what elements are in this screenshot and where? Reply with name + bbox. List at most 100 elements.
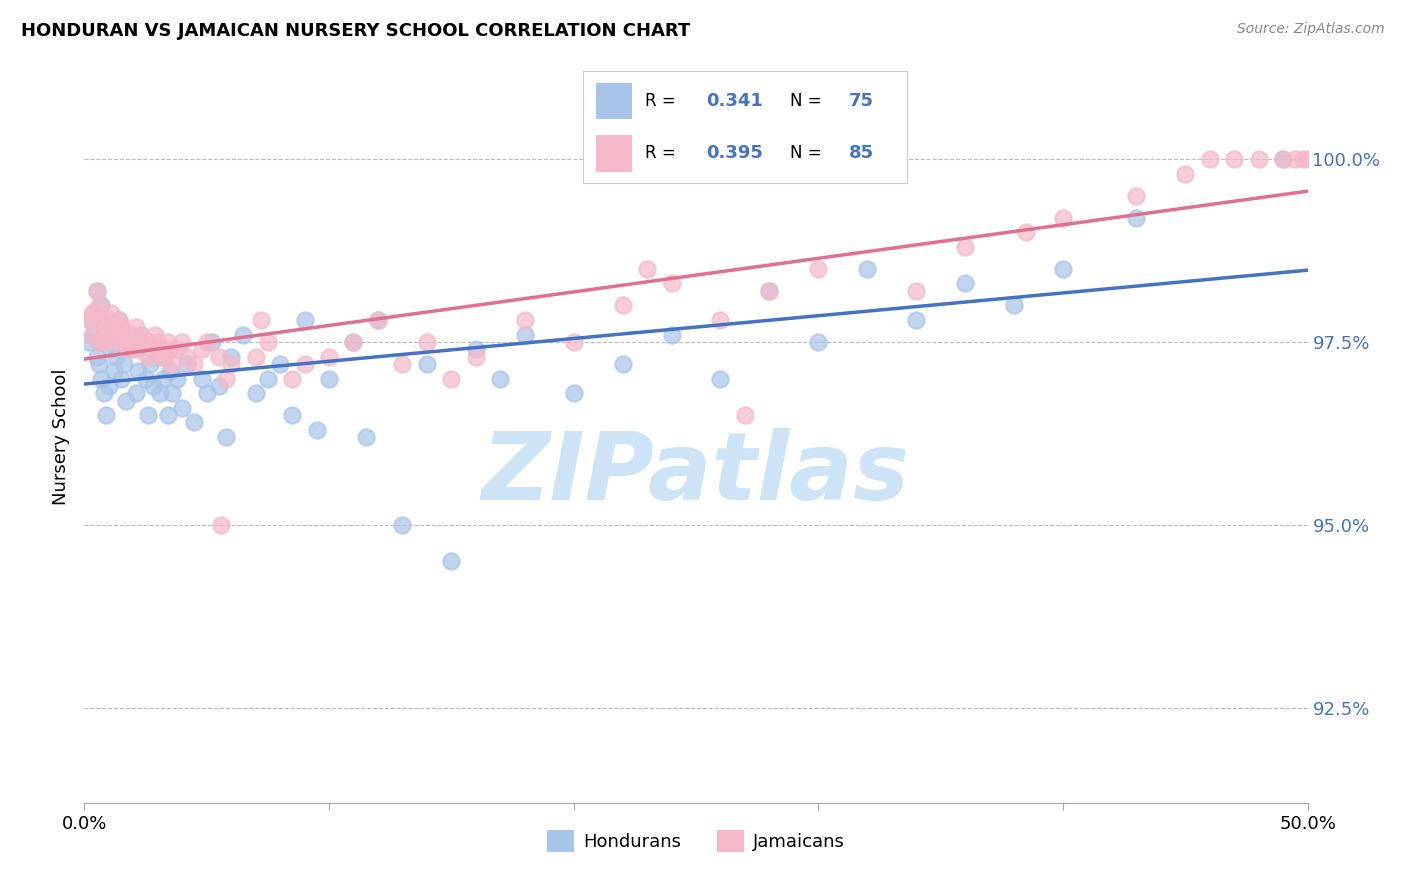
- Point: [120, 327, 142, 342]
- Text: N =: N =: [790, 144, 827, 161]
- Point: [83, 306, 105, 320]
- Point: [807, 334, 830, 349]
- Point: [176, 357, 198, 371]
- Point: [90, 313, 112, 327]
- Point: [149, 386, 172, 401]
- Point: [135, 334, 157, 349]
- Point: [152, 350, 174, 364]
- Point: [96, 334, 118, 349]
- Text: 75: 75: [849, 93, 873, 111]
- Point: [200, 334, 222, 349]
- Point: [146, 334, 169, 349]
- Point: [209, 517, 232, 532]
- Bar: [596, 83, 633, 120]
- Point: [905, 284, 928, 298]
- Point: [305, 423, 328, 437]
- Point: [513, 313, 536, 327]
- Point: [391, 357, 413, 371]
- Point: [215, 430, 238, 444]
- Point: [112, 327, 135, 342]
- Point: [87, 298, 110, 312]
- Point: [1247, 152, 1270, 166]
- Point: [162, 357, 184, 371]
- Point: [416, 357, 439, 371]
- Point: [100, 320, 122, 334]
- Point: [136, 408, 159, 422]
- Point: [143, 327, 166, 342]
- Point: [146, 350, 169, 364]
- Point: [1223, 152, 1246, 166]
- Point: [103, 364, 125, 378]
- Point: [129, 327, 152, 342]
- Point: [149, 343, 172, 357]
- Point: [103, 327, 125, 342]
- Point: [249, 313, 271, 327]
- Point: [1284, 152, 1306, 166]
- Point: [245, 350, 267, 364]
- Point: [80, 306, 103, 320]
- Point: [612, 357, 634, 371]
- Point: [191, 343, 214, 357]
- Point: [758, 284, 780, 298]
- Point: [80, 313, 103, 327]
- Point: [139, 357, 162, 371]
- Point: [709, 313, 731, 327]
- Legend: Hondurans, Jamaicans: Hondurans, Jamaicans: [540, 823, 852, 860]
- Y-axis label: Nursery School: Nursery School: [52, 368, 70, 506]
- Point: [112, 357, 135, 371]
- Point: [127, 364, 149, 378]
- Point: [97, 379, 120, 393]
- Point: [117, 334, 139, 349]
- Point: [1272, 152, 1295, 166]
- Point: [208, 350, 231, 364]
- Point: [215, 371, 238, 385]
- Point: [136, 350, 159, 364]
- Point: [464, 343, 486, 357]
- Point: [105, 334, 128, 349]
- Point: [440, 371, 463, 385]
- Point: [856, 261, 879, 276]
- Point: [354, 430, 377, 444]
- Point: [90, 371, 112, 385]
- Point: [208, 379, 231, 393]
- Point: [195, 334, 218, 349]
- Point: [294, 357, 316, 371]
- Point: [105, 350, 128, 364]
- Bar: [596, 135, 633, 171]
- Point: [1174, 167, 1197, 181]
- Point: [245, 386, 267, 401]
- Point: [1052, 261, 1074, 276]
- Point: [107, 313, 129, 327]
- Point: [159, 364, 181, 378]
- Point: [1015, 225, 1038, 239]
- Point: [122, 334, 145, 349]
- Point: [93, 386, 115, 401]
- Text: ZIPatlas: ZIPatlas: [482, 427, 910, 520]
- Point: [80, 327, 103, 342]
- Point: [391, 517, 413, 532]
- Text: 0.395: 0.395: [706, 144, 763, 161]
- Point: [257, 371, 280, 385]
- Point: [953, 240, 976, 254]
- Point: [562, 386, 585, 401]
- Point: [257, 334, 280, 349]
- Text: R =: R =: [645, 93, 681, 111]
- Text: R =: R =: [645, 144, 681, 161]
- Point: [416, 334, 439, 349]
- Point: [905, 313, 928, 327]
- Point: [281, 371, 304, 385]
- Point: [86, 350, 108, 364]
- Point: [232, 327, 254, 342]
- Text: 85: 85: [849, 144, 873, 161]
- Point: [96, 408, 118, 422]
- Point: [153, 350, 176, 364]
- Point: [513, 327, 536, 342]
- Point: [83, 327, 105, 342]
- Point: [318, 371, 340, 385]
- Point: [135, 371, 157, 385]
- Point: [440, 554, 463, 568]
- Point: [127, 343, 149, 357]
- Point: [142, 379, 165, 393]
- Point: [219, 350, 242, 364]
- Point: [807, 261, 830, 276]
